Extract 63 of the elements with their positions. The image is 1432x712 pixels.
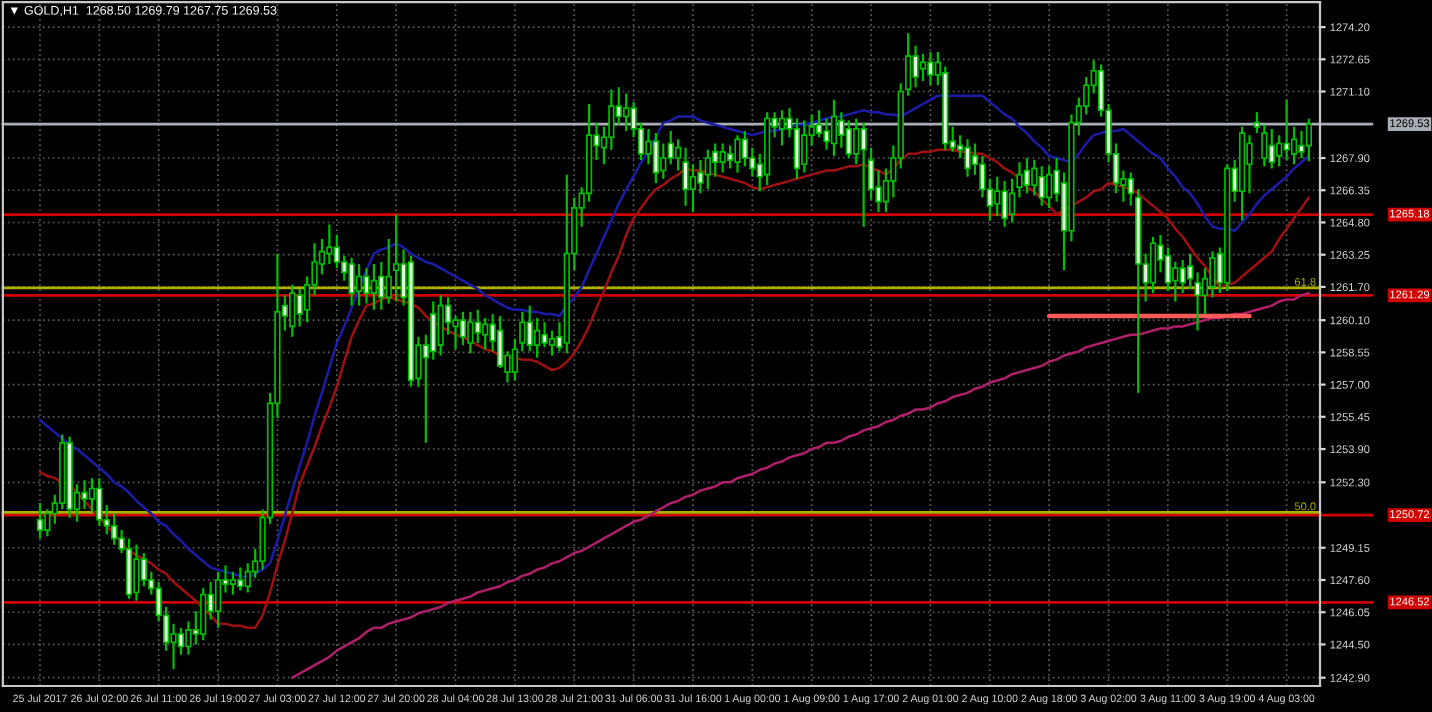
candlestick xyxy=(1305,117,1313,163)
candlestick xyxy=(1172,260,1179,303)
candlestick xyxy=(289,283,296,338)
candlestick xyxy=(111,512,118,546)
candlestick xyxy=(474,308,481,345)
candlestick xyxy=(393,213,400,303)
candlestick xyxy=(437,294,444,357)
candlestick xyxy=(734,134,741,174)
candlestick xyxy=(534,316,541,359)
candlestick xyxy=(237,566,244,592)
candlestick xyxy=(726,144,734,170)
candlestick xyxy=(370,262,378,311)
candlestick xyxy=(140,551,147,588)
candlestick xyxy=(860,121,867,228)
candlestick xyxy=(348,256,355,307)
candlestick xyxy=(704,148,711,191)
candlestick xyxy=(801,119,808,174)
candlestick xyxy=(853,117,860,166)
candlestick xyxy=(548,329,556,357)
candlestick xyxy=(170,622,177,671)
candlestick xyxy=(1246,134,1253,195)
candlestick xyxy=(363,267,370,305)
candlestick xyxy=(1283,98,1290,162)
candlestick xyxy=(778,109,786,147)
candlestick xyxy=(719,142,726,174)
candlestick xyxy=(378,260,385,311)
candlestick xyxy=(133,543,140,602)
candlestick xyxy=(845,119,852,160)
candlestick xyxy=(467,310,474,355)
candlestick xyxy=(1023,156,1031,195)
candlestick xyxy=(994,175,1001,218)
candlestick xyxy=(830,98,838,158)
candlestick xyxy=(927,50,934,87)
candlestick xyxy=(623,92,630,133)
candlestick xyxy=(912,44,919,89)
candlestick xyxy=(645,127,652,166)
candlestick xyxy=(682,146,689,207)
candlestick xyxy=(652,131,660,185)
candlestick xyxy=(1268,127,1275,170)
candlestick xyxy=(1179,258,1186,295)
candlestick xyxy=(214,570,222,629)
candlestick xyxy=(1046,165,1053,210)
candlestick xyxy=(823,117,830,151)
candlestick xyxy=(88,477,96,513)
candlestick xyxy=(96,477,103,528)
candlestick xyxy=(1038,165,1045,207)
candlestick xyxy=(1031,159,1038,197)
candlestick xyxy=(482,316,489,351)
candlestick xyxy=(526,304,533,353)
candlestick xyxy=(541,321,548,349)
candlestick xyxy=(1149,235,1157,295)
candlestick xyxy=(964,138,971,178)
candlestick xyxy=(355,262,363,307)
candlestick xyxy=(36,501,44,540)
candlestick xyxy=(1001,179,1008,228)
candlestick xyxy=(660,142,667,180)
candlestick xyxy=(459,310,467,347)
candlestick xyxy=(125,537,133,600)
candlestick xyxy=(689,163,697,214)
candlestick xyxy=(200,587,207,642)
candlestick xyxy=(229,570,237,596)
candlestick xyxy=(667,129,674,166)
candlestick xyxy=(81,479,88,511)
